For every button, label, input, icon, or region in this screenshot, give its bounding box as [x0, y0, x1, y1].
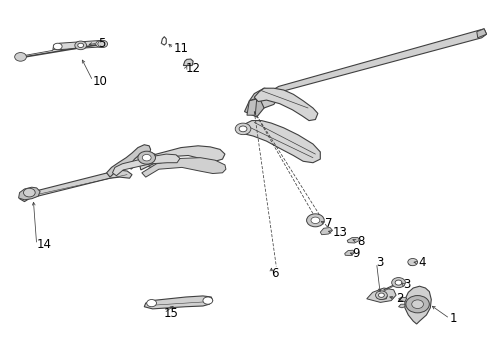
Circle shape [239, 126, 246, 132]
Polygon shape [183, 59, 193, 66]
Polygon shape [244, 97, 264, 117]
Text: 11: 11 [173, 42, 188, 55]
Circle shape [407, 258, 417, 266]
Polygon shape [249, 88, 278, 108]
Polygon shape [112, 154, 180, 176]
Text: 1: 1 [449, 312, 456, 325]
Text: 3: 3 [403, 278, 410, 291]
Circle shape [138, 151, 155, 164]
Text: 6: 6 [271, 267, 278, 280]
Polygon shape [106, 145, 150, 177]
Polygon shape [139, 146, 224, 170]
Polygon shape [129, 153, 165, 169]
Polygon shape [259, 29, 486, 104]
Polygon shape [407, 260, 416, 266]
Text: 3: 3 [376, 256, 383, 269]
Text: 2: 2 [395, 292, 403, 305]
Circle shape [203, 297, 212, 304]
Polygon shape [394, 280, 403, 287]
Polygon shape [254, 88, 317, 121]
Circle shape [23, 188, 35, 197]
Polygon shape [144, 296, 212, 309]
Polygon shape [398, 304, 404, 308]
Polygon shape [404, 286, 430, 324]
Polygon shape [476, 29, 486, 38]
Circle shape [96, 41, 104, 47]
Circle shape [411, 300, 423, 309]
Text: 12: 12 [185, 62, 201, 75]
Circle shape [78, 43, 83, 48]
Polygon shape [239, 121, 320, 163]
Polygon shape [376, 294, 386, 300]
Polygon shape [366, 288, 395, 302]
Circle shape [394, 280, 401, 285]
Polygon shape [142, 158, 225, 177]
Circle shape [306, 214, 324, 227]
Text: 4: 4 [417, 256, 425, 269]
Text: 14: 14 [37, 238, 52, 251]
Circle shape [98, 40, 107, 48]
Polygon shape [53, 40, 105, 50]
Circle shape [142, 154, 151, 161]
Polygon shape [19, 187, 40, 200]
Circle shape [235, 123, 250, 135]
Circle shape [53, 43, 62, 50]
Circle shape [405, 296, 428, 313]
Circle shape [146, 300, 156, 307]
Polygon shape [398, 297, 406, 302]
Polygon shape [20, 170, 132, 202]
Text: 10: 10 [93, 75, 107, 87]
Circle shape [375, 291, 386, 300]
Polygon shape [246, 99, 256, 115]
Text: 8: 8 [356, 235, 364, 248]
Text: 13: 13 [332, 226, 346, 239]
Polygon shape [346, 238, 359, 243]
Text: 9: 9 [351, 247, 359, 260]
Circle shape [391, 278, 405, 288]
Circle shape [378, 293, 384, 297]
Text: 5: 5 [98, 37, 105, 50]
Text: 15: 15 [163, 307, 178, 320]
Circle shape [75, 41, 86, 50]
Polygon shape [344, 250, 354, 256]
Text: 7: 7 [325, 217, 332, 230]
Polygon shape [320, 228, 332, 235]
Circle shape [15, 53, 26, 61]
Circle shape [310, 217, 319, 224]
